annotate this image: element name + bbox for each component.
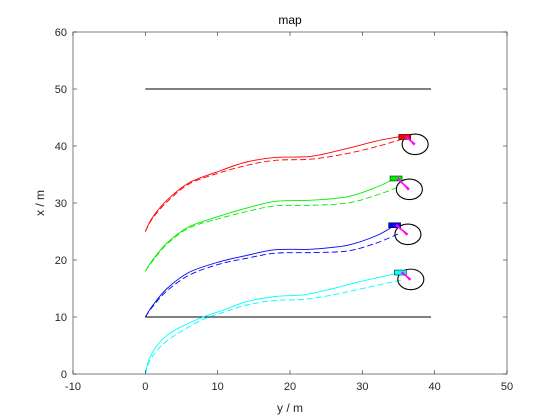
- x-tick-label: 50: [501, 381, 513, 393]
- x-tick-label: 10: [212, 381, 224, 393]
- x-tick-label: 0: [142, 381, 148, 393]
- vehicle-marker-1: [389, 175, 403, 182]
- target-circle-2: [394, 223, 422, 246]
- trajectory-solid-2: [144, 224, 396, 318]
- trajectory-dashed-1: [144, 186, 399, 272]
- plot-area: [72, 31, 508, 375]
- vehicle-marker-3: [394, 269, 407, 276]
- y-tick-label: 30: [55, 198, 67, 210]
- heading-indicator-2: [396, 223, 408, 236]
- axes-box: [72, 31, 508, 375]
- y-tick-label: 10: [55, 312, 67, 324]
- y-tick-label: 0: [61, 369, 67, 381]
- y-tick-label: 20: [55, 255, 67, 267]
- y-tick-label: 60: [55, 27, 67, 39]
- target-circle-1: [395, 178, 423, 201]
- x-tick-label: 30: [356, 381, 368, 393]
- trajectory-dashed-0: [144, 138, 403, 232]
- x-ticks: -10 0 10 20 30 40 50: [65, 32, 513, 393]
- trajectory-solid-3: [144, 272, 399, 375]
- vehicle-marker-0: [398, 134, 411, 140]
- trajectory-solid-1: [144, 178, 396, 272]
- x-tick-label: 40: [429, 381, 441, 393]
- chart-title: map: [278, 13, 302, 27]
- heading-indicator-1: [397, 177, 409, 191]
- target-circle-0: [401, 133, 429, 156]
- y-tick-label: 50: [55, 84, 67, 96]
- trajectory-dashed-3: [144, 279, 403, 375]
- x-axis-label: y / m: [277, 401, 303, 415]
- target-circle-3: [397, 268, 425, 291]
- y-axis-label: x / m: [33, 190, 47, 216]
- vehicle-marker-2: [388, 222, 401, 228]
- y-tick-label: 40: [55, 141, 67, 153]
- trajectory-dashed-2: [144, 233, 399, 318]
- x-tick-label: -10: [65, 381, 81, 393]
- trajectory-solid-0: [144, 136, 399, 232]
- heading-indicator-0: [406, 135, 415, 146]
- x-tick-label: 20: [284, 381, 296, 393]
- y-ticks: 0 10 20 30 40 50 60: [55, 27, 507, 381]
- heading-indicator-3: [402, 271, 411, 281]
